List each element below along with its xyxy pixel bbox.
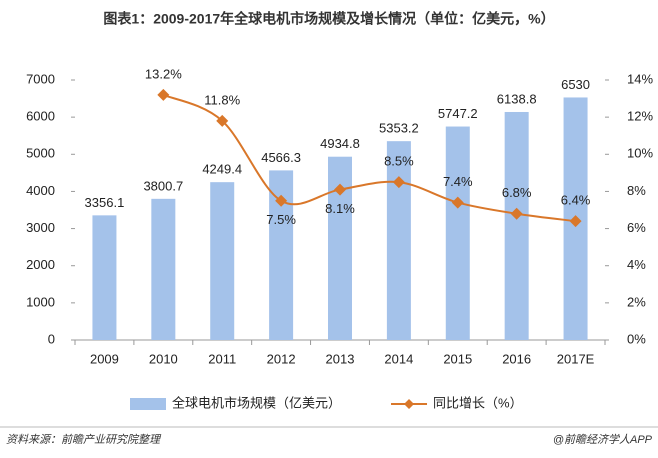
credit: @前瞻经济学人APP [553, 433, 653, 446]
x-tick-label: 2015 [443, 351, 472, 366]
line-marker [157, 88, 170, 101]
y2-tick-label: 4% [627, 257, 646, 272]
y-tick-label: 6000 [26, 109, 55, 124]
line-marker [510, 207, 523, 220]
y2-tick-label: 6% [627, 220, 646, 235]
bar-value-label: 5747.2 [438, 106, 478, 121]
y-tick-label: 1000 [26, 294, 55, 309]
x-tick-label: 2017E [557, 351, 595, 366]
line-value-label: 7.4% [443, 174, 473, 189]
y2-tick-label: 12% [627, 109, 653, 124]
bar-value-label: 3800.7 [143, 178, 183, 193]
source: 资料来源：前瞻产业研究院整理 [6, 433, 162, 446]
x-tick-label: 2009 [90, 351, 119, 366]
bar-value-label: 6138.8 [497, 91, 537, 106]
y2-tick-label: 10% [627, 146, 653, 161]
bar [210, 182, 235, 340]
legend-label: 全球电机市场规模（亿美元） [172, 395, 341, 410]
line-marker [392, 176, 405, 189]
y-tick-label: 5000 [26, 146, 55, 161]
line-marker [275, 194, 288, 207]
legend-label: 同比增长（%） [433, 395, 523, 410]
line-marker [216, 114, 229, 127]
y2-tick-label: 2% [627, 294, 646, 309]
y-tick-label: 2000 [26, 257, 55, 272]
x-tick-label: 2010 [149, 351, 178, 366]
bar-value-label: 4249.4 [202, 162, 242, 177]
line-value-label: 6.8% [502, 185, 532, 200]
y-tick-label: 3000 [26, 220, 55, 235]
line-value-label: 8.1% [325, 201, 355, 216]
line-value-label: 7.5% [266, 212, 296, 227]
y2-tick-label: 14% [627, 71, 653, 86]
line-value-label: 8.5% [384, 154, 414, 169]
x-tick-label: 2011 [208, 351, 236, 366]
y2-tick-label: 0% [627, 331, 646, 346]
y-tick-label: 0 [48, 331, 55, 346]
legend-marker [404, 399, 415, 409]
chart-title: 图表1：2009-2017年全球电机市场规模及增长情况（单位：亿美元，%） [103, 11, 554, 27]
x-tick-label: 2016 [502, 351, 531, 366]
line-value-label: 6.4% [561, 193, 591, 208]
bar-value-label: 6530 [561, 77, 590, 92]
bar [92, 215, 117, 340]
y-tick-label: 7000 [26, 71, 55, 86]
bar [386, 141, 411, 340]
line-value-label: 13.2% [145, 66, 182, 81]
x-tick-label: 2014 [384, 351, 413, 366]
bar-value-label: 3356.1 [85, 195, 125, 210]
bar [445, 126, 470, 341]
y2-tick-label: 8% [627, 183, 646, 198]
x-tick-label: 2012 [267, 351, 296, 366]
line-marker [334, 183, 346, 196]
line-value-label: 11.8% [204, 92, 240, 107]
bar-value-label: 4934.8 [320, 136, 360, 151]
bar-value-label: 5353.2 [379, 121, 419, 136]
legend-swatch [130, 398, 166, 410]
line-marker [569, 215, 582, 228]
bar [151, 198, 176, 340]
line-marker [451, 196, 464, 209]
bar [504, 111, 529, 340]
x-tick-label: 2013 [326, 351, 355, 366]
bar-value-label: 4566.3 [261, 150, 301, 165]
y-tick-label: 4000 [26, 183, 55, 198]
